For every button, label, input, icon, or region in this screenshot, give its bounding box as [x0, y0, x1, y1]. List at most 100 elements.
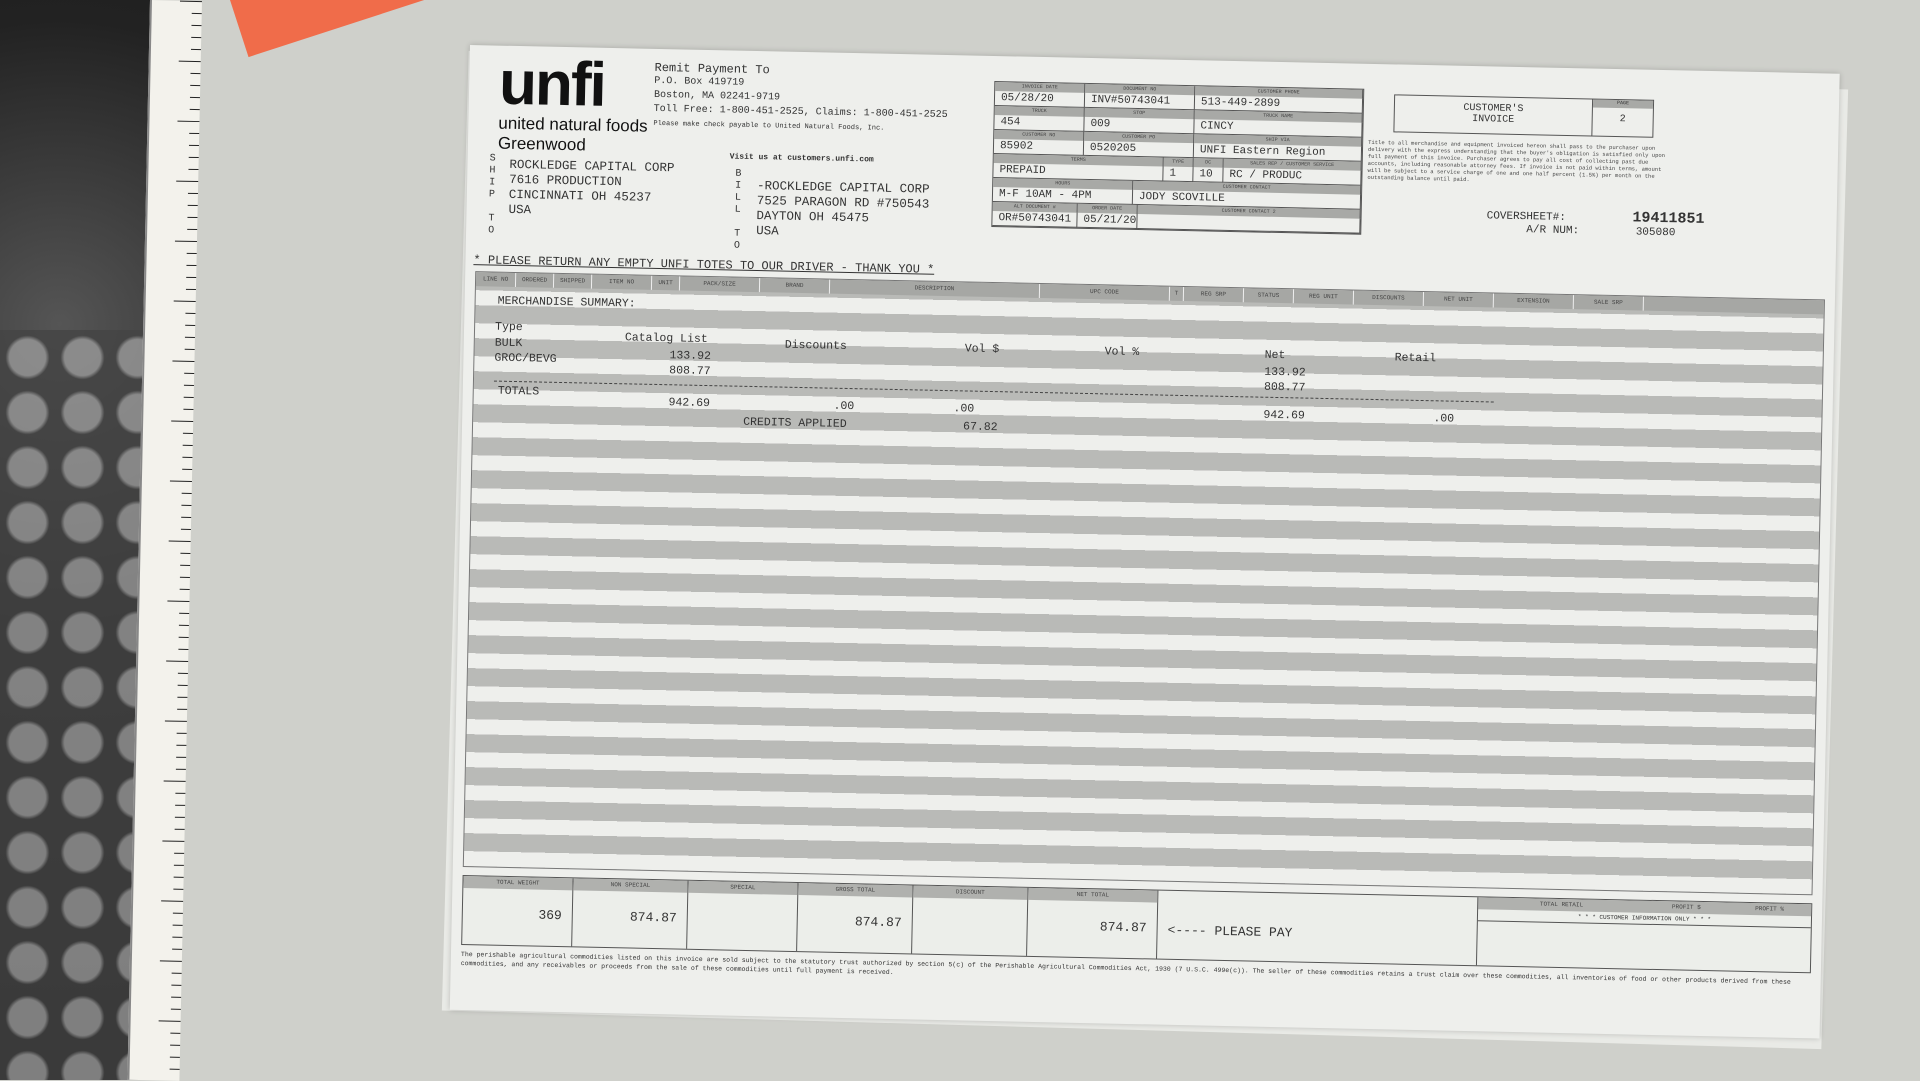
ruler-tick: [172, 360, 195, 363]
ruler-tick: [183, 384, 194, 387]
net-total-cell: NET TOTAL 874.87: [1027, 887, 1159, 959]
gross-total-cell: GROSS TOTAL 874.87: [797, 883, 914, 954]
ruler-tick: [183, 408, 194, 410]
ruler-tick: [171, 420, 194, 422]
column-header: SALE SRP: [1573, 295, 1644, 311]
alt-document: OR#50743041: [992, 210, 1078, 228]
ruler-tick: [183, 396, 194, 399]
letter: T: [733, 228, 741, 240]
ruler-tick: [185, 324, 196, 327]
ruler-tick: [186, 264, 197, 267]
column-header: REG UNIT: [1293, 289, 1355, 305]
ruler-tick: [174, 816, 185, 818]
letter: I: [489, 177, 496, 189]
profit-pct-label: PROFIT %: [1755, 905, 1785, 913]
cell-label: NET TOTAL: [1028, 887, 1158, 903]
totals-net: 942.69: [1263, 408, 1305, 423]
letter: I: [734, 180, 742, 192]
please-pay: <---- PLEASE PAY: [1167, 922, 1293, 941]
ruler-tick: [190, 48, 201, 51]
ruler-tick: [182, 444, 193, 446]
col-net: Net: [1264, 348, 1286, 363]
please-pay-cell: <---- PLEASE PAY: [1157, 890, 1479, 966]
row-net: 133.92: [1264, 365, 1306, 380]
discount-cell: DISCOUNT: [912, 885, 1029, 956]
ruler-tick: [173, 300, 196, 303]
ruler-tick: [187, 228, 198, 231]
totals-label: TOTALS: [497, 384, 540, 399]
invoice-header-fields: INVOICE DATE DOCUMENT NO CUSTOMER PHONE 05…: [991, 80, 1365, 235]
ruler-tick: [176, 180, 199, 183]
bubble-wrap: [0, 330, 150, 1080]
ruler-tick: [189, 132, 200, 135]
bill-to-address: -ROCKLEDGE CAPITAL CORP 7525 PARAGON RD #…: [756, 179, 930, 243]
column-header: UPC CODE: [1039, 283, 1171, 301]
ar-number: 305080: [1635, 226, 1676, 240]
ruler-tick: [179, 612, 190, 614]
letter: B: [735, 168, 742, 180]
terms-text: Title to all merchandise and equipment i…: [1367, 138, 1666, 183]
ruler-tick: [189, 108, 200, 111]
ruler-tick: [174, 852, 185, 854]
ruler-tick: [166, 660, 189, 662]
column-header: EXTENSION: [1493, 293, 1575, 310]
ruler-tick: [173, 864, 184, 866]
ruler-tick: [161, 900, 184, 902]
col-discounts: Discounts: [784, 338, 848, 353]
dc: 10: [1193, 167, 1224, 183]
row-catalog: 133.92: [669, 349, 712, 364]
customer-info-block: TOTAL RETAIL PROFIT $ PROFIT % * * * CUSTO…: [1477, 897, 1812, 972]
ruler-tick: [172, 912, 183, 914]
column-header: LINE NO: [475, 272, 517, 288]
ruler-tick: [178, 624, 189, 626]
total-weight-cell: TOTAL WEIGHT 369: [462, 876, 574, 947]
ruler-tick: [180, 552, 191, 554]
column-header: DESCRIPTION: [829, 279, 1041, 298]
total-weight: 369: [538, 907, 562, 924]
credits-value: 67.82: [962, 420, 998, 435]
letter: P: [488, 189, 495, 201]
ruler-tick: [176, 756, 187, 758]
ruler-tick: [186, 252, 197, 255]
ruler-tick: [163, 780, 186, 782]
credits-label: CREDITS APPLIED: [743, 415, 847, 431]
ruler-tick: [181, 504, 192, 506]
letter: H: [489, 165, 496, 177]
ruler-tick: [179, 576, 190, 578]
coversheet: COVERSHEET#: 19411851 A/R NUM: 305080: [1486, 206, 1705, 240]
page-number: 2: [1619, 114, 1626, 126]
customer-invoice-box: CUSTOMER'S INVOICE PAGE 2: [1393, 94, 1655, 138]
ruler-tick: [182, 432, 193, 434]
cell-label: TOTAL WEIGHT: [463, 876, 573, 891]
totals-discounts: .00: [833, 399, 855, 414]
summary-title: MERCHANDISE SUMMARY:: [497, 294, 636, 311]
ruler-tick: [184, 348, 195, 351]
letter: T: [488, 213, 495, 225]
order-date: 05/21/20: [1077, 212, 1138, 230]
visit-link: Visit us at customers.unfi.com: [729, 152, 874, 165]
logo-word: unfi: [498, 48, 606, 120]
column-header: PACK/SIZE: [679, 276, 761, 293]
ruler-tick: [174, 240, 197, 243]
ruler-tick: [170, 1032, 181, 1034]
ruler-tick: [178, 60, 201, 63]
ruler-tick: [172, 924, 183, 926]
letter: O: [487, 225, 495, 237]
row-net: 808.77: [1263, 380, 1306, 395]
ruler-tick: [184, 336, 195, 339]
page-box: PAGE 2: [1592, 99, 1654, 137]
ruler-tick: [186, 276, 197, 279]
column-header: DISCOUNTS: [1353, 290, 1425, 307]
ruler-tick: [185, 312, 196, 315]
ruler-tick: [159, 960, 182, 962]
totals-retail: .00: [1433, 412, 1455, 426]
letter: L: [734, 204, 741, 216]
ruler-tick: [177, 696, 188, 698]
column-header: ORDERED: [515, 273, 555, 288]
column-header: T: [1169, 286, 1185, 302]
col-retail: Retail: [1394, 351, 1437, 366]
ruler-tick: [171, 972, 182, 974]
ruler-tick: [164, 720, 187, 722]
ruler-tick: [181, 516, 192, 518]
